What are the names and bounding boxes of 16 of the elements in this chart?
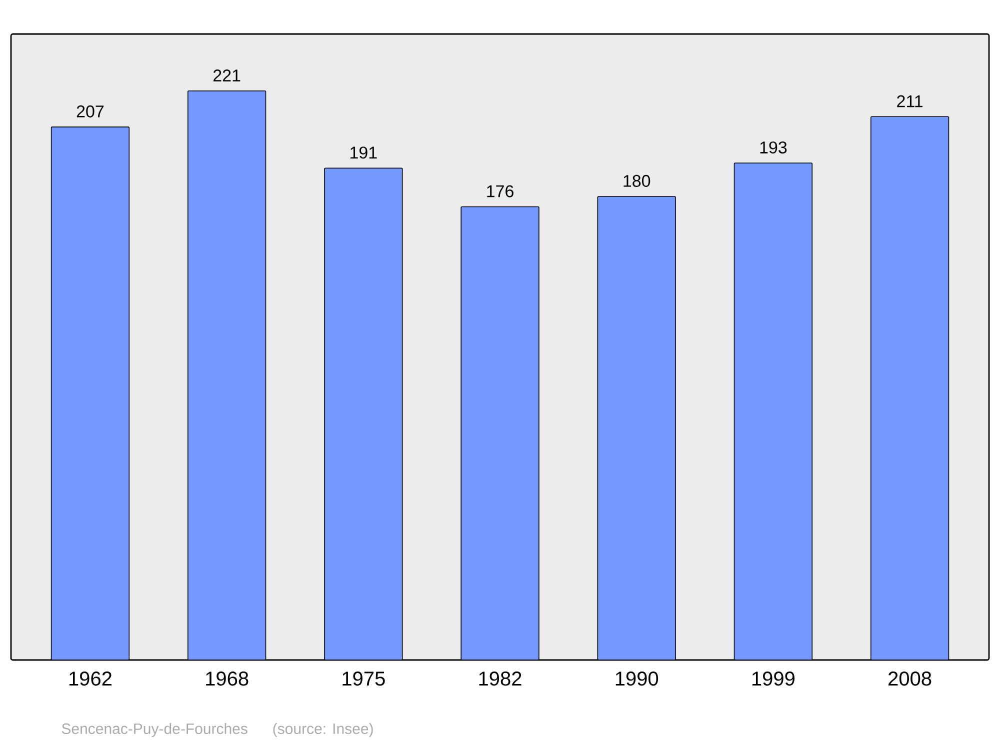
data-label: 176 bbox=[487, 185, 514, 198]
data-label: 221 bbox=[213, 70, 240, 82]
text: (source: Insee) bbox=[273, 723, 373, 737]
data-label: 211 bbox=[897, 95, 923, 108]
x-tick-label: 1982 bbox=[479, 672, 522, 686]
data-label: 191 bbox=[350, 146, 377, 159]
x-tick-label: 1999 bbox=[752, 672, 794, 686]
x-tick-label: 1962 bbox=[70, 672, 112, 686]
x-tick-label: 2008 bbox=[888, 672, 932, 686]
data-label: 207 bbox=[76, 105, 104, 118]
x-tick-label: 1968 bbox=[206, 672, 248, 686]
x-tick-label: 1975 bbox=[342, 672, 385, 686]
x-tick-label: 1990 bbox=[616, 672, 658, 686]
data-label: 180 bbox=[624, 174, 650, 187]
text: Sencenac-Puy-de-Fourches bbox=[62, 723, 248, 737]
data-label: 193 bbox=[760, 141, 787, 154]
